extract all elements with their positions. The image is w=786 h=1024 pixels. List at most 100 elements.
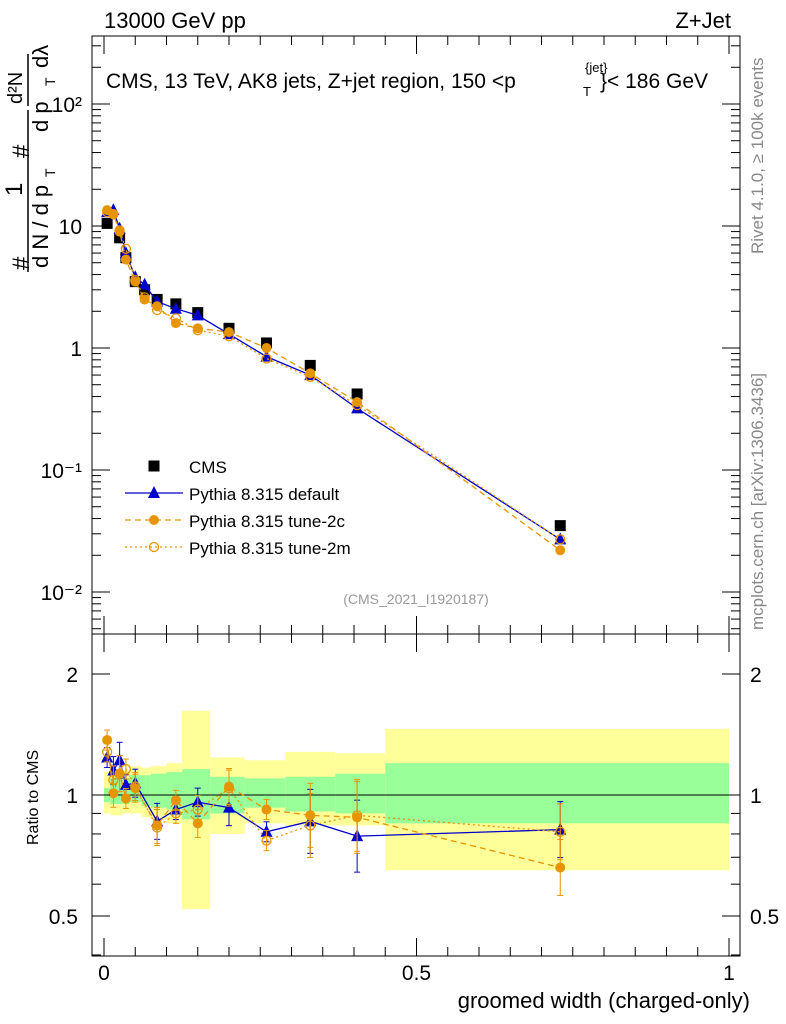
data-point-pythia-8-315-tune-2c (305, 368, 316, 379)
mcplots-label: mcplots.cern.ch [arXiv:1306.3436] (748, 373, 767, 630)
ratio-band-inner (244, 778, 286, 808)
ratio-tick-label-1-left: 1 (66, 785, 78, 808)
ratio-point-2 (223, 783, 235, 794)
ylabel-denominator: d N / d p (28, 185, 53, 268)
data-point-pythia-8-315-tune-2m (139, 292, 150, 303)
data-point-pythia-8-315-tune-2m (305, 371, 316, 383)
title-text: CMS, 13 TeV, AK8 jets, Z+jet region, 150… (106, 70, 516, 93)
ratio-point-2 (151, 822, 163, 833)
legend-marker-cms (148, 460, 160, 472)
title-end: }< 186 GeV (600, 70, 708, 93)
upper-series (101, 203, 567, 556)
rivet-label: Rivet 4.1.0, ≥ 100k events (748, 58, 767, 254)
data-point-pythia-8-315-tune-2m (114, 225, 125, 236)
analysis-watermark: (CMS_2021_I1920187) (343, 591, 489, 607)
data-point-pythia-8-315-tune-2m (101, 206, 113, 218)
data-point-pythia-8-315-default (191, 308, 204, 321)
ratio-point-2 (555, 826, 566, 837)
ratio-point-1 (555, 862, 566, 873)
ratio-band-inner (385, 763, 729, 824)
data-point-pythia-8-315-default (260, 349, 273, 362)
x-tick-label-0.5: 0.5 (402, 962, 431, 985)
data-point-pythia-8-315-tune-2c (261, 343, 272, 353)
ratio-tick-label-0.5-left: 0.5 (49, 906, 78, 929)
title-sub: T (583, 84, 591, 99)
data-point-cms (139, 284, 151, 296)
data-point-pythia-8-315-default (169, 301, 182, 314)
ratio-ylabel: Ratio to CMS (25, 750, 42, 845)
x-ticks (103, 36, 730, 956)
ratio-point-2 (170, 808, 182, 819)
ratio-point-2 (305, 820, 316, 831)
data-point-pythia-8-315-tune-2m (223, 331, 235, 342)
data-point-pythia-8-315-default (554, 532, 567, 545)
upper-y-ticks (92, 45, 740, 630)
ratio-band-inner (335, 773, 386, 814)
ylabel-hash-mid: # (8, 144, 35, 158)
data-point-pythia-8-315-tune-2m (555, 534, 566, 545)
ratio-point-2 (130, 781, 141, 792)
ylabel-sub-T2: T (42, 77, 58, 86)
upper-tick-label-100: 10² (52, 94, 82, 117)
ratio-point-2 (192, 804, 203, 815)
data-point-pythia-8-315-default (351, 401, 364, 414)
x-tick-label-1: 1 (723, 962, 735, 985)
legend-marker-tune2m (148, 541, 160, 553)
upper-y-tick-labels: 10⁻² 10⁻¹ 1 10 10² (41, 94, 82, 605)
legend-label-tune2c: Pythia 8.315 tune-2c (189, 512, 345, 531)
data-point-pythia-8-315-default (138, 277, 151, 290)
ratio-bands (104, 710, 729, 910)
ratio-point-2 (101, 746, 113, 758)
title-sup: {jet} (585, 60, 608, 75)
ylabel-denominator-right: d p (28, 101, 53, 132)
ratio-series (101, 729, 567, 897)
ratio-tick-label-2-right: 2 (750, 664, 762, 687)
x-axis-label: groomed width (charged-only) (458, 988, 750, 1013)
upper-tick-label-1: 1 (70, 338, 82, 361)
legend-marker-default (148, 486, 160, 498)
data-point-pythia-8-315-tune-2m (130, 274, 141, 286)
ratio-point-0 (119, 777, 132, 790)
data-point-pythia-8-315-tune-2m (192, 325, 203, 336)
ratio-point-1 (102, 735, 113, 746)
legend: CMS Pythia 8.315 default Pythia 8.315 tu… (125, 458, 351, 558)
ratio-y-tick-labels: 0.5 1 2 0.5 1 2 (49, 664, 779, 929)
ratio-point-1 (261, 804, 272, 815)
data-point-pythia-8-315-tune-2m (151, 304, 163, 316)
ylabel-numerator: 1 (1, 183, 28, 196)
ratio-point-1 (120, 793, 131, 804)
data-point-pythia-8-315-tune-2c (555, 545, 566, 556)
ratio-y-ticks (92, 673, 740, 956)
legend-marker-tune2c (149, 515, 159, 525)
data-point-cms (554, 520, 566, 532)
data-point-cms (304, 359, 316, 371)
ratio-point-2 (108, 774, 119, 786)
ylabel-sub-T: T (42, 168, 58, 177)
upper-tick-label-10: 10 (59, 216, 82, 239)
data-point-pythia-8-315-tune-2m (261, 353, 272, 364)
ratio-band-inner (150, 773, 167, 808)
data-point-cms (101, 217, 113, 229)
upper-tick-label-1e-2: 10⁻² (41, 582, 82, 605)
ratio-tick-label-1-right: 1 (750, 785, 762, 808)
ylabel-d2N: d²N (5, 72, 27, 104)
ratio-point-0 (223, 800, 235, 813)
ratio-point-2 (120, 763, 132, 775)
ratio-tick-label-2-left: 2 (66, 664, 78, 687)
main-title: CMS, 13 TeV, AK8 jets, Z+jet region, 150… (106, 60, 708, 99)
data-point-pythia-8-315-default (119, 246, 132, 259)
ratio-tick-label-0.5-right: 0.5 (750, 906, 779, 929)
ratio-point-1 (170, 795, 181, 806)
data-point-pythia-8-315-tune-2m (351, 400, 363, 411)
data-point-pythia-8-315-tune-2c (152, 301, 163, 312)
data-point-cms (351, 388, 363, 400)
legend-label-cms: CMS (189, 458, 227, 477)
data-point-pythia-8-315-tune-2c (120, 254, 131, 265)
x-tick-labels: 0 0.5 1 (98, 962, 735, 985)
data-point-pythia-8-315-tune-2m (120, 243, 132, 254)
header-right: Z+Jet (675, 8, 731, 33)
legend-label-tune2m: Pythia 8.315 tune-2m (189, 539, 351, 558)
data-point-cms (114, 232, 126, 244)
upper-tick-label-1e-1: 10⁻¹ (41, 460, 82, 483)
